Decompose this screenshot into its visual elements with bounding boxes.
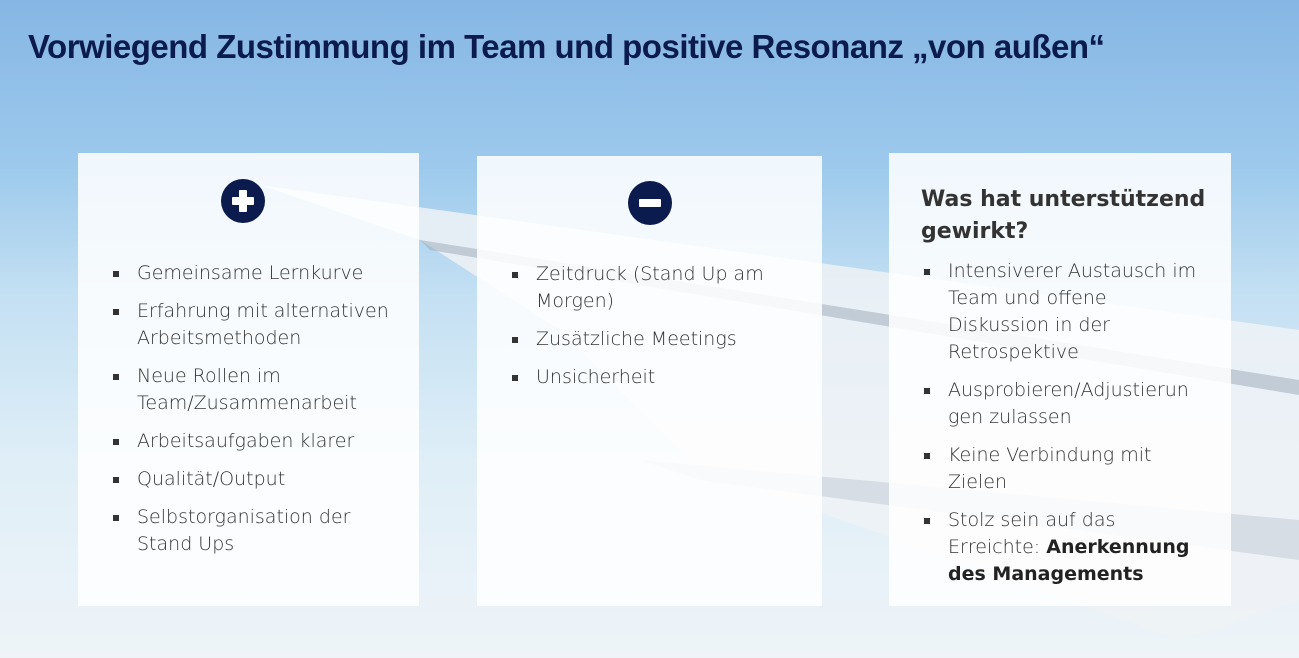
list-item: Neue Rollen im Team/Zusammenarbeit: [113, 363, 413, 417]
positive-card: Gemeinsame Lernkurve Erfahrung mit alter…: [78, 153, 419, 606]
list-item: Arbeitsaufgaben klarer: [113, 428, 413, 455]
list-item: Stolz sein auf das Erreichte: Anerkennun…: [924, 507, 1224, 588]
list-item: Unsicherheit: [512, 364, 812, 391]
plus-circle-icon: [221, 179, 265, 223]
page-title: Vorwiegend Zustimmung im Team und positi…: [28, 28, 1105, 65]
list-item-text: Stolz sein auf das Erreichte:: [948, 509, 1116, 558]
list-item: Qualität/Output: [113, 466, 413, 493]
list-item: Gemeinsame Lernkurve: [113, 260, 413, 287]
support-heading: Was hat unterstützend gewirkt?: [921, 187, 1206, 244]
list-item: Selbstorganisation der Stand Ups: [113, 504, 413, 558]
list-item: Keine Verbindung mit Zielen: [924, 442, 1224, 496]
list-item: Intensiverer Austausch im Team und offen…: [924, 258, 1224, 366]
list-item: Zusätzliche Meetings: [512, 326, 812, 353]
list-item-bold-text: Anerkennung des Managements: [948, 536, 1190, 585]
list-item: Erfahrung mit alternativen Arbeitsmethod…: [113, 298, 413, 352]
minus-circle-icon: [628, 181, 672, 225]
support-list: Intensiverer Austausch im Team und offen…: [924, 258, 1224, 599]
list-item: Ausprobieren/Adjustierun gen zulassen: [924, 377, 1224, 431]
negative-list: Zeitdruck (Stand Up am Morgen) Zusätzlic…: [512, 261, 812, 402]
positive-list: Gemeinsame Lernkurve Erfahrung mit alter…: [113, 260, 413, 569]
negative-card: Zeitdruck (Stand Up am Morgen) Zusätzlic…: [477, 156, 822, 606]
support-card: Was hat unterstützend gewirkt? Intensive…: [889, 153, 1231, 606]
list-item: Zeitdruck (Stand Up am Morgen): [512, 261, 812, 315]
